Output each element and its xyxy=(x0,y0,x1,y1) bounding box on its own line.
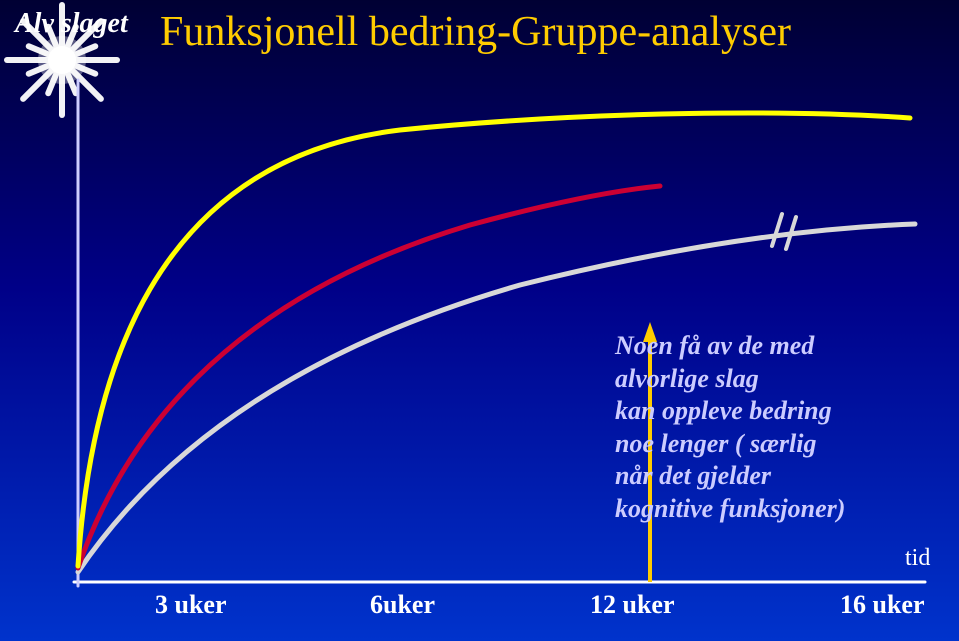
annotation-text: Noen få av de medalvorlige slagkan opple… xyxy=(615,330,845,525)
x-tick-label: 6uker xyxy=(370,590,435,620)
annotation-line: alvorlige slag xyxy=(615,363,845,396)
annotation-line: når det gjelder xyxy=(615,460,845,493)
x-axis-label: tid xyxy=(905,545,930,572)
annotation-line: Noen få av de med xyxy=(615,330,845,363)
x-tick-label: 12 uker xyxy=(590,590,675,620)
annotation-line: noe lenger ( særlig xyxy=(615,428,845,461)
recovery-chart xyxy=(0,0,959,641)
annotation-line: kan oppleve bedring xyxy=(615,395,845,428)
x-tick-label: 3 uker xyxy=(155,590,227,620)
annotation-line: kognitive funksjoner) xyxy=(615,493,845,526)
red-curve xyxy=(78,186,660,568)
x-tick-label: 16 uker xyxy=(840,590,925,620)
